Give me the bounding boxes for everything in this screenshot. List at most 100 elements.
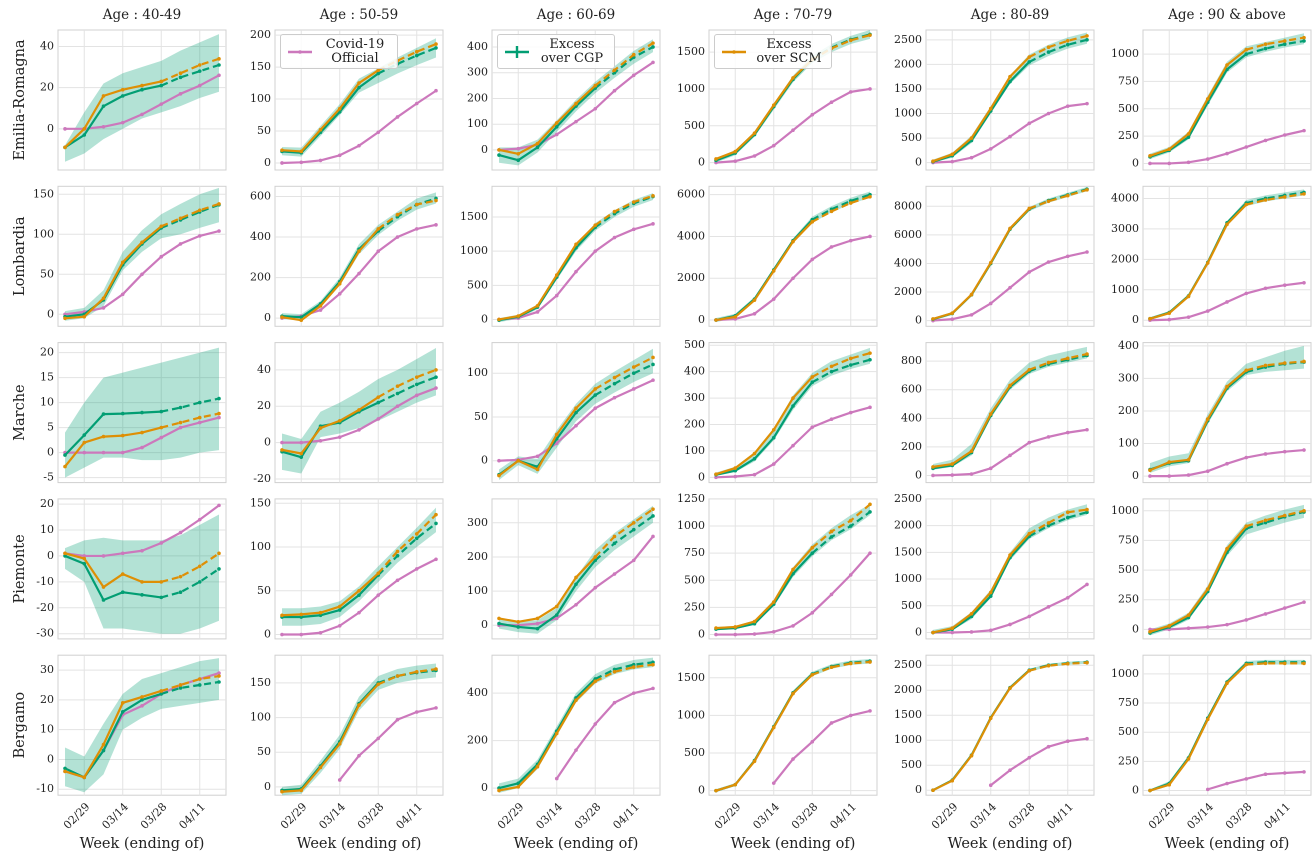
point: [1282, 513, 1287, 518]
point: [1167, 311, 1172, 316]
point: [593, 106, 598, 111]
point: [612, 88, 617, 93]
point: [612, 534, 617, 539]
y-tick-label: 500: [467, 278, 488, 291]
panel: 0 50 100 150 02/29 03/14 03/28 04/11 Week (endin…: [250, 654, 444, 852]
point: [733, 632, 738, 637]
point: [140, 240, 144, 245]
point: [376, 71, 381, 76]
point: [1205, 787, 1210, 792]
y-tick-label: 0: [264, 311, 271, 324]
point: [1186, 473, 1191, 477]
point: [1046, 260, 1051, 264]
point: [120, 120, 125, 125]
line: [64, 84, 162, 149]
x-tick-label: 03/28: [1006, 800, 1038, 832]
point: [752, 632, 757, 636]
point: [140, 272, 144, 277]
point: [120, 590, 125, 595]
point: [1027, 55, 1032, 59]
legend-marker: [732, 49, 736, 54]
point: [414, 382, 419, 387]
point: [140, 704, 144, 708]
point: [395, 235, 400, 239]
line: [990, 737, 1088, 787]
line-dashed: [1245, 191, 1305, 205]
point: [376, 682, 381, 687]
point: [1244, 145, 1249, 149]
point: [516, 158, 521, 163]
line-dashed: [1028, 354, 1088, 373]
point: [178, 75, 183, 80]
line: [64, 689, 162, 779]
y-axis-label: Piemonte: [12, 534, 28, 603]
point: [631, 665, 636, 669]
point: [1085, 736, 1089, 741]
y-tick-label: 1250: [677, 492, 705, 505]
point: [554, 273, 559, 277]
point: [337, 292, 342, 296]
point: [988, 260, 993, 265]
x-axis-label: Week (ending of): [297, 836, 422, 852]
point: [217, 415, 221, 420]
line-dashed: [594, 194, 654, 227]
plot-area: [1142, 498, 1312, 640]
line: [281, 572, 379, 617]
y-tick-label: -10: [36, 575, 54, 588]
point: [651, 507, 655, 511]
panel-title: Age : 50-59: [319, 7, 398, 23]
point: [120, 551, 125, 556]
point: [733, 159, 738, 163]
point: [574, 269, 578, 274]
y-axis-label: Emilia-Romagna: [12, 39, 28, 160]
point: [1186, 458, 1191, 462]
point: [574, 119, 578, 124]
point: [1263, 518, 1268, 523]
line: [932, 207, 1031, 320]
y-tick-label: 1500: [677, 45, 705, 58]
y-tick-label: 1000: [894, 572, 922, 585]
point: [848, 356, 853, 361]
line-dashed: [594, 363, 654, 397]
point: [357, 753, 361, 758]
point: [810, 220, 815, 224]
point: [178, 530, 183, 535]
point: [1065, 595, 1070, 600]
point: [376, 395, 381, 399]
point: [733, 782, 738, 787]
point: [868, 194, 872, 199]
point: [101, 585, 106, 589]
point: [931, 630, 935, 635]
point: [82, 554, 87, 558]
point: [318, 426, 323, 430]
point: [810, 551, 815, 555]
point: [1282, 771, 1287, 775]
line: [498, 678, 597, 790]
point: [1085, 34, 1089, 38]
point: [140, 593, 144, 597]
y-tick-label: 250: [1118, 754, 1139, 767]
panel: 0 100 200 300 400: [1118, 339, 1312, 484]
y-tick-label: 6000: [894, 228, 922, 241]
x-axis-label: Week (ending of): [80, 836, 205, 852]
point: [651, 378, 655, 383]
point: [969, 472, 974, 476]
line-dashed: [594, 46, 654, 90]
y-tick-label: 0: [481, 781, 488, 794]
point: [752, 457, 757, 461]
point: [612, 381, 617, 386]
point: [771, 725, 776, 730]
point: [651, 41, 655, 45]
point: [1046, 744, 1051, 749]
line: [1149, 48, 1247, 157]
point: [197, 677, 202, 681]
y-tick-label: 500: [684, 573, 705, 586]
point: [535, 145, 540, 150]
line-dashed: [377, 368, 437, 399]
line: [932, 532, 1031, 634]
panel: 0 20 40 Age : 40-49 Emilia-Romagna: [12, 7, 227, 171]
point: [868, 33, 872, 37]
point: [357, 703, 361, 707]
point: [1302, 661, 1306, 666]
point: [299, 149, 304, 154]
